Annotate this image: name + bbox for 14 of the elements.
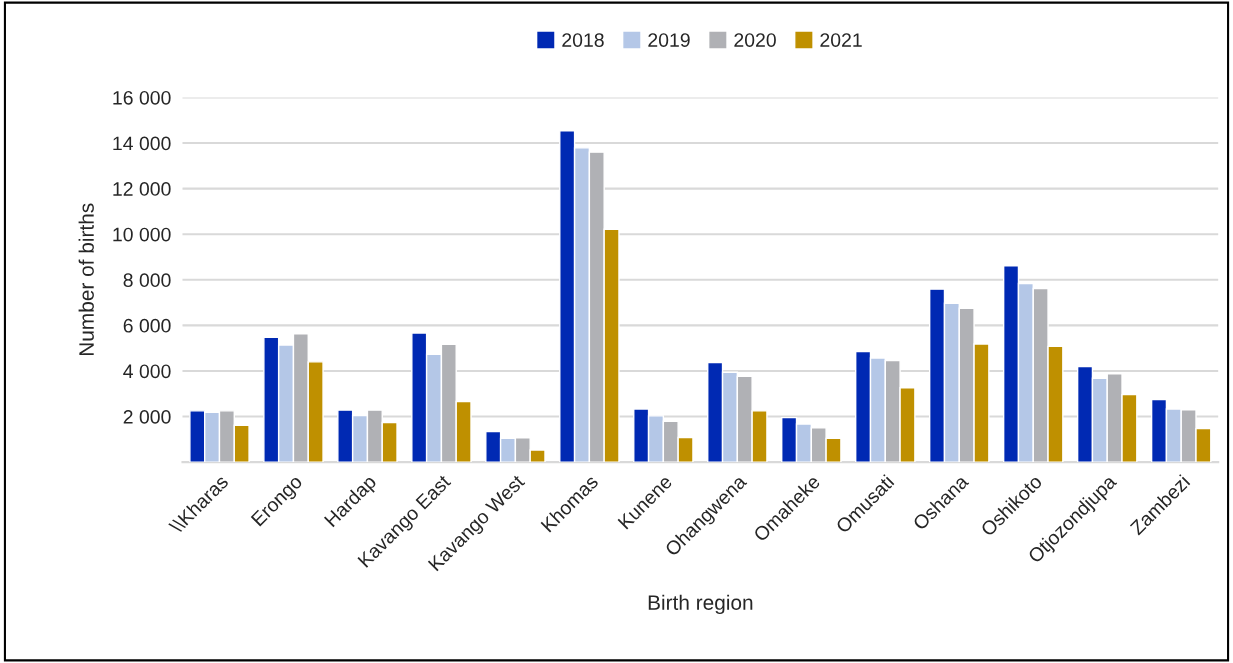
y-tick-label: 10 000 — [113, 227, 171, 242]
y-axis-title: Number of births — [78, 203, 94, 356]
y-tick-label: 14 000 — [113, 136, 171, 151]
y-tick-label: 6 000 — [123, 318, 171, 333]
y-tick-label: 8 000 — [123, 273, 171, 288]
y-tick-label: 2 000 — [123, 410, 171, 424]
y-tick-label: 16 000 — [113, 90, 171, 105]
y-tick-label: 12 000 — [113, 182, 171, 196]
legend-label: 2018 — [562, 33, 604, 47]
legend-label: 2021 — [820, 33, 862, 47]
legend-label: 2019 — [648, 33, 690, 47]
x-axis-title: Birth region — [648, 594, 753, 615]
y-tick-label: 4 000 — [123, 364, 171, 379]
legend-label: 2020 — [734, 33, 776, 47]
